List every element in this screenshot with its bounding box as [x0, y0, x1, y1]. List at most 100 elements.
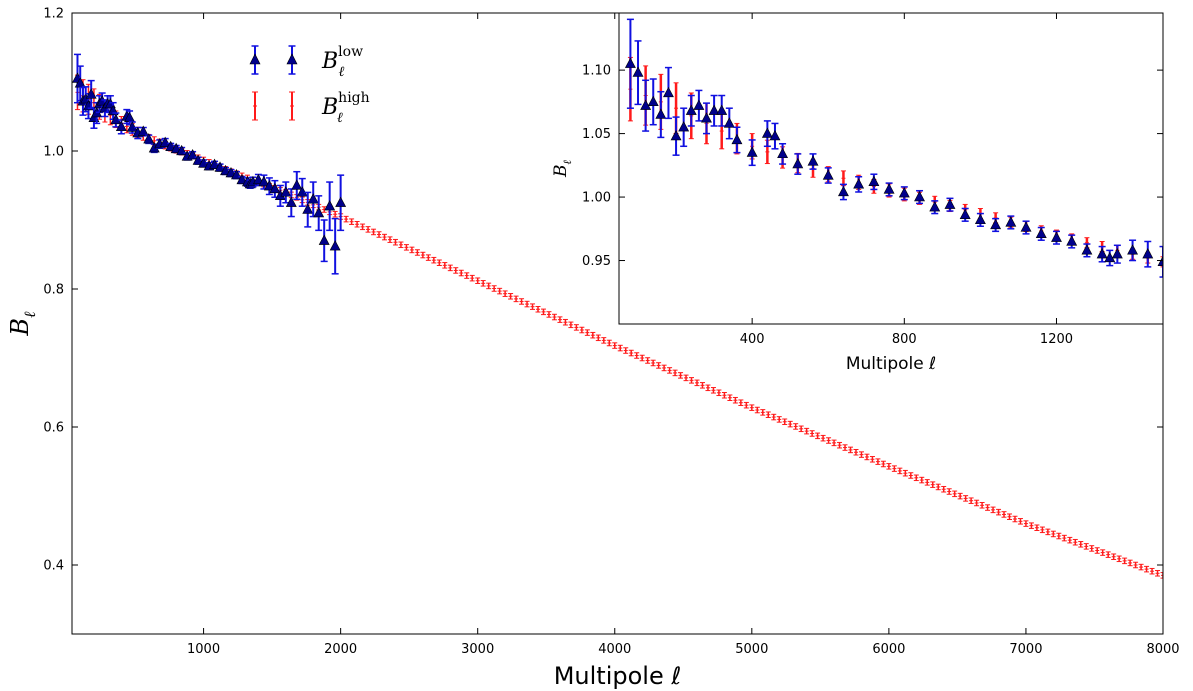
legend-label-base: B: [321, 95, 338, 120]
y-tick-label: 0.4: [43, 559, 64, 574]
low-point: [1066, 235, 1078, 246]
low-point: [159, 136, 171, 147]
low-point: [822, 169, 834, 180]
y-tick-label: 1.05: [582, 127, 611, 142]
legend-marker: [286, 53, 298, 65]
y-axis-label-base: B: [6, 318, 34, 337]
low-point: [708, 104, 720, 115]
x-tick-label: 400: [740, 332, 765, 347]
low-point: [632, 66, 644, 77]
low-point: [1111, 248, 1123, 259]
low-point: [792, 157, 804, 169]
series-low: [624, 18, 1163, 278]
x-tick-label: 1000: [187, 642, 220, 657]
low-point: [693, 99, 705, 110]
low-point: [1104, 251, 1116, 263]
low-point: [647, 95, 659, 107]
y-axis-label: Bℓ: [551, 160, 574, 179]
y-tick-label: 0.8: [43, 283, 64, 298]
x-axis-label: Multipole ℓ: [554, 662, 682, 690]
low-point: [624, 57, 636, 68]
low-point: [723, 117, 735, 128]
low-point: [329, 240, 341, 251]
low-point: [302, 203, 314, 214]
low-point: [853, 178, 865, 189]
low-point: [258, 175, 270, 187]
low-point: [324, 200, 336, 211]
y-tick-label: 1.00: [582, 191, 611, 206]
low-point: [296, 186, 308, 197]
low-point: [236, 173, 248, 185]
x-axis: 1000 2000 3000 4000 5000 6000 7000 8000: [187, 13, 1180, 657]
x-axis: 400 800 1200: [740, 13, 1073, 347]
low-point: [731, 133, 743, 145]
low-point: [868, 175, 880, 186]
low-point: [1020, 221, 1032, 232]
low-point: [670, 129, 682, 141]
low-point: [85, 88, 97, 99]
y-tick-label: 0.6: [43, 421, 64, 436]
legend-label: Bhigh ℓ: [321, 90, 370, 126]
x-tick-label: 7000: [1009, 642, 1042, 657]
low-point: [1127, 244, 1139, 255]
low-point: [1142, 248, 1154, 259]
low-point: [663, 86, 674, 98]
x-tick-label: 4000: [598, 642, 631, 657]
legend-marker: [249, 53, 261, 65]
low-point: [716, 104, 728, 115]
y-axis-label: Bℓ: [6, 311, 39, 337]
y-tick-label: 1.0: [43, 145, 64, 160]
y-tick-label: 1.2: [43, 7, 64, 22]
x-tick-label: 6000: [872, 642, 905, 657]
low-point: [1081, 244, 1093, 255]
low-point: [898, 187, 910, 198]
low-point: [990, 218, 1002, 230]
x-tick-label: 800: [892, 332, 917, 347]
low-point: [214, 161, 226, 172]
low-point: [701, 112, 712, 123]
low-point: [126, 121, 138, 132]
low-point: [110, 113, 122, 125]
low-point: [685, 104, 697, 115]
legend-label-sub: ℓ: [338, 64, 344, 80]
low-point: [1035, 227, 1047, 239]
plot-frame: [618, 12, 1164, 325]
low-point: [974, 213, 986, 225]
low-point: [291, 179, 303, 190]
y-tick-label: 0.95: [582, 254, 611, 269]
y-axis-label-base: B: [551, 165, 571, 179]
x-tick-label: 2000: [324, 642, 357, 657]
low-point: [883, 183, 895, 194]
low-point: [269, 182, 281, 194]
low-point: [807, 155, 819, 166]
x-axis-label: Multipole ℓ: [846, 354, 936, 374]
legend: Blow ℓ Bhigh ℓ: [249, 44, 370, 126]
low-point: [761, 127, 773, 138]
plot-area: [72, 53, 1163, 579]
legend-label-base: B: [321, 49, 338, 74]
low-point: [640, 99, 652, 110]
low-point: [143, 133, 155, 144]
low-point: [655, 108, 667, 119]
series-low: [72, 53, 347, 275]
low-point: [313, 206, 325, 218]
plot-background: [619, 13, 1163, 324]
low-point: [1051, 231, 1062, 242]
low-point: [914, 190, 925, 202]
low-point: [1005, 216, 1017, 227]
legend-item-high: Bhigh ℓ: [252, 90, 370, 126]
low-point: [746, 146, 758, 157]
low-point: [137, 125, 149, 136]
low-point: [769, 129, 781, 141]
inset-plot: 400 800 1200 0.95 1.00 1.05 1.10 Multipole ℓ Bℓ: [551, 12, 1164, 374]
low-point: [335, 196, 347, 207]
low-point: [837, 185, 849, 197]
legend-label: Blow ℓ: [321, 44, 363, 80]
low-point: [115, 120, 127, 131]
y-axis: 0.95 1.00 1.05 1.10: [582, 64, 1163, 269]
y-tick-label: 1.10: [582, 64, 611, 79]
low-point: [252, 173, 264, 185]
low-point: [318, 234, 330, 245]
legend-label-sup: low: [338, 44, 363, 60]
